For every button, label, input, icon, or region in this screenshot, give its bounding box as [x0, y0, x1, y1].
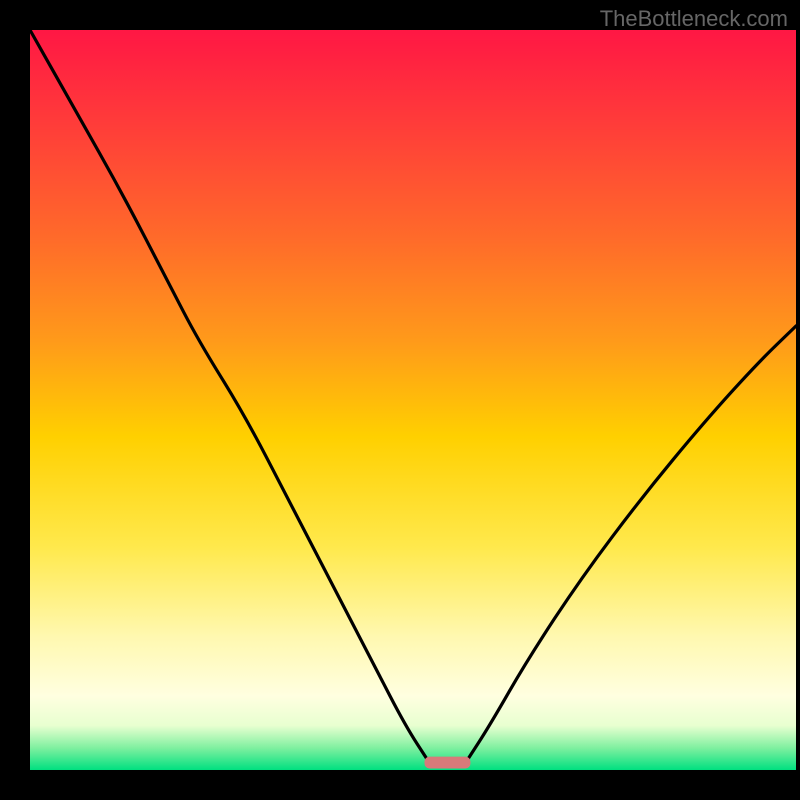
- chart-container: TheBottleneck.com: [0, 0, 800, 800]
- watermark-text: TheBottleneck.com: [600, 6, 788, 32]
- bottleneck-chart: [0, 0, 800, 800]
- bottleneck-marker: [424, 757, 470, 769]
- plot-background: [30, 30, 796, 770]
